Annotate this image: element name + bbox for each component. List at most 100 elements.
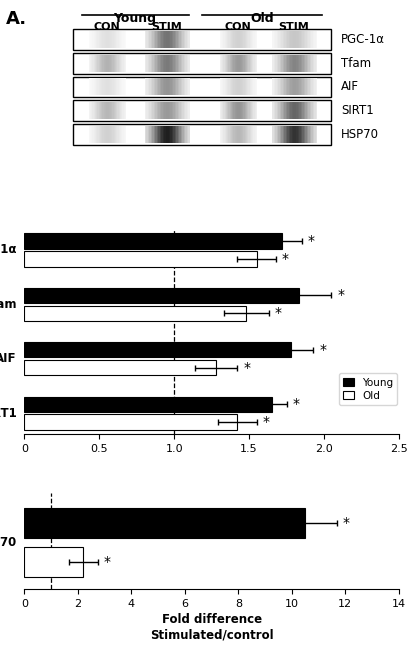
Bar [124,79,125,96]
Bar [123,79,124,96]
Bar [186,79,187,96]
Bar [121,79,123,96]
Bar [289,79,290,96]
Bar [182,126,184,143]
Bar [298,31,299,48]
Bar [281,55,283,72]
Bar [228,126,230,143]
Bar [145,126,147,143]
Bar [239,126,240,143]
Bar [121,126,123,143]
Text: CON: CON [94,21,120,32]
Bar [230,126,231,143]
Bar [97,79,98,96]
Bar [147,79,148,96]
Bar [250,79,251,96]
Bar [308,102,310,119]
Bar [155,126,157,143]
Bar [230,55,231,72]
Bar [24,251,256,266]
Bar [157,31,158,48]
Bar [184,102,186,119]
Bar [251,102,252,119]
Bar [277,79,278,96]
Bar [227,55,228,72]
Bar [272,31,274,48]
Text: *: * [275,307,282,320]
Bar [114,79,115,96]
Bar [98,79,100,96]
Bar [234,55,235,72]
Bar [117,102,119,119]
Text: CON: CON [225,21,251,32]
Bar [94,126,95,143]
Bar [241,55,242,72]
Bar [147,126,148,143]
Bar [115,126,116,143]
Bar [280,55,281,72]
Bar [305,126,307,143]
X-axis label: Fold difference
Stimulated/control: Fold difference Stimulated/control [150,613,274,641]
Bar [232,55,234,72]
Bar [97,126,98,143]
Bar [155,31,157,48]
Bar [226,102,227,119]
Bar [255,102,256,119]
Text: Old: Old [250,12,274,25]
Bar [226,126,227,143]
Bar [304,79,305,96]
Bar [230,31,231,48]
Bar [275,102,277,119]
Bar [247,55,248,72]
Bar [101,102,103,119]
Bar [250,102,251,119]
Bar [295,102,296,119]
Bar [242,126,243,143]
Bar [149,55,151,72]
Bar [182,102,184,119]
Bar [250,55,251,72]
Bar [277,55,278,72]
Bar [109,31,110,48]
Bar [110,102,111,119]
Bar [299,55,301,72]
Bar [105,31,106,48]
Bar [105,55,106,72]
Bar [114,55,115,72]
Bar [248,126,250,143]
Bar [235,79,236,96]
Bar [278,55,280,72]
Bar [164,126,166,143]
Bar [295,79,296,96]
Bar [147,55,148,72]
Bar [231,55,232,72]
Bar [162,79,163,96]
Bar [89,31,90,48]
Bar [112,55,114,72]
Bar [103,79,104,96]
Bar [73,77,331,98]
Bar [243,126,245,143]
Bar [235,102,236,119]
Bar [90,55,91,72]
Bar [227,126,228,143]
Bar [91,102,92,119]
Bar [289,31,290,48]
Bar [155,55,157,72]
Bar [151,31,153,48]
Bar [186,55,187,72]
Bar [24,288,298,303]
Bar [222,31,223,48]
Bar [105,79,106,96]
Bar [286,55,287,72]
Bar [153,102,154,119]
Bar [275,126,277,143]
Bar [235,55,236,72]
Bar [163,126,164,143]
Bar [120,102,121,119]
Bar [182,79,184,96]
Bar [119,31,120,48]
Bar [184,79,186,96]
Text: PGC-1α: PGC-1α [0,243,17,256]
Bar [231,126,232,143]
